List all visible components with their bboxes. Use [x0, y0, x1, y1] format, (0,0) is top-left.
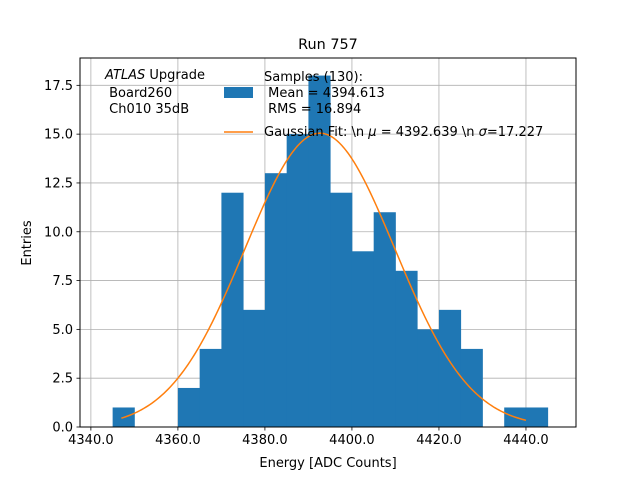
annotation-line-1: ATLAS Upgrade	[104, 68, 205, 83]
legend-fit-pre: Gaussian Fit: \n	[264, 125, 368, 140]
histogram-bar	[460, 348, 483, 427]
y-tick-label: 0.0	[52, 421, 73, 436]
histogram-bar	[525, 407, 549, 427]
x-tick-label: 4380.0	[242, 433, 288, 448]
x-tick-label: 4400.0	[329, 433, 375, 448]
histogram-bar	[438, 309, 462, 427]
histogram-bars	[112, 75, 549, 428]
legend-hist-swatch	[224, 87, 253, 98]
annotation-line-3: Ch010 35dB	[105, 102, 189, 117]
y-axis-label: Entries	[20, 220, 35, 266]
y-tick-label: 7.5	[52, 274, 73, 289]
histogram-bar	[417, 329, 440, 427]
y-tick-label: 15.0	[44, 128, 73, 143]
histogram-bar	[243, 309, 266, 427]
histogram-bar	[199, 348, 222, 427]
y-tick-label: 10.0	[44, 225, 73, 240]
x-axis-ticks: 4340.0 4360.0 4380.0 4400.0 4420.0 4440.0	[68, 427, 549, 448]
annotation-upgrade: Upgrade	[145, 68, 205, 83]
histogram-bar	[330, 192, 353, 427]
annotation-line-2: Board260	[105, 86, 172, 101]
legend: Samples (130): Mean = 4394.613 RMS = 16.…	[224, 70, 543, 140]
histogram-bar	[177, 387, 201, 427]
y-tick-label: 2.5	[52, 372, 73, 387]
x-tick-label: 4420.0	[416, 433, 462, 448]
legend-hist-line-3: RMS = 16.894	[264, 102, 361, 117]
y-axis-ticks: 0.0 2.5 5.0 7.5 10.0 12.5 15.0 17.5	[44, 79, 80, 436]
legend-fit-label: Gaussian Fit: \n μ = 4392.639 \n σ=17.22…	[264, 125, 543, 140]
chart-title: Run 757	[298, 37, 358, 53]
x-tick-label: 4440.0	[503, 433, 549, 448]
legend-fit-mid: = 4392.639 \n	[377, 125, 479, 140]
histogram-bar	[395, 270, 418, 427]
legend-fit-post: =17.227	[487, 125, 543, 140]
histogram-bar	[308, 75, 331, 428]
gaussian-fit	[121, 132, 527, 422]
legend-hist-line-2: Mean = 4394.613	[264, 86, 385, 101]
annotation-atlas: ATLAS	[104, 68, 145, 83]
legend-fit-mu: μ	[367, 125, 376, 140]
histogram-bar	[351, 251, 375, 427]
y-tick-label: 17.5	[44, 79, 73, 94]
y-tick-label: 5.0	[52, 323, 73, 338]
histogram-bar	[264, 173, 288, 427]
y-tick-label: 12.5	[44, 176, 73, 191]
atlas-annotation: ATLAS Upgrade Board260 Ch010 35dB	[104, 68, 205, 117]
histogram-bar	[286, 134, 309, 427]
x-tick-label: 4360.0	[155, 433, 201, 448]
x-tick-label: 4340.0	[68, 433, 114, 448]
histogram-bar	[221, 192, 244, 427]
x-axis-label: Energy [ADC Counts]	[259, 456, 396, 471]
gaussian-fit-curve	[121, 132, 527, 422]
plot-frame	[79, 57, 577, 428]
legend-hist-line-1: Samples (130):	[264, 70, 363, 85]
legend-fit-sigma: σ	[479, 125, 488, 140]
histogram-bar	[373, 212, 396, 427]
